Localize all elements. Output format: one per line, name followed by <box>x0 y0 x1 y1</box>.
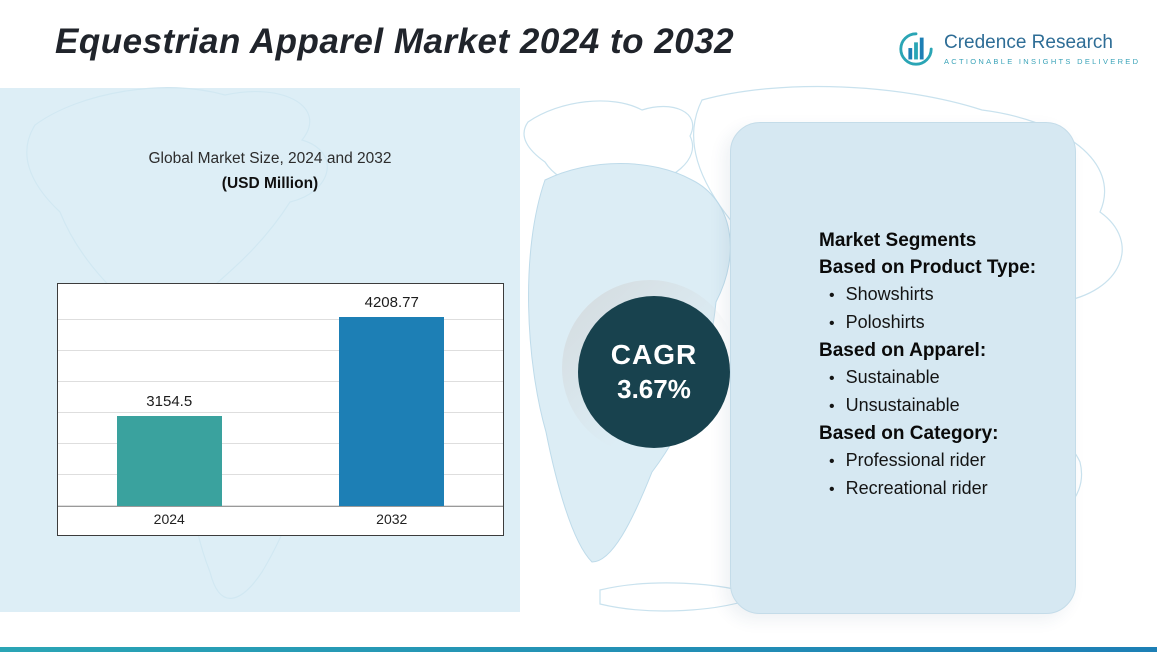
x-axis-tick-label: 2024 <box>153 511 185 527</box>
market-segments-list: Market Segments Based on Product Type: •… <box>819 227 1069 503</box>
segment-item: • Poloshirts <box>819 309 1069 337</box>
segment-item-label: Sustainable <box>845 367 940 387</box>
bullet-icon: • <box>829 398 835 415</box>
segment-item-label: Showshirts <box>845 284 934 304</box>
bar-chart-plot-area: 3154.5 4208.77 <box>58 290 503 507</box>
segment-item: • Showshirts <box>819 281 1069 309</box>
cagr-value: 3.67% <box>617 374 691 404</box>
page-title: Equestrian Apparel Market 2024 to 2032 <box>55 22 735 61</box>
cagr-badge: CAGR 3.67% <box>578 296 730 448</box>
segment-item-label: Unsustainable <box>845 395 960 415</box>
segment-item: • Professional rider <box>819 447 1069 475</box>
bullet-icon: • <box>829 287 835 304</box>
bullet-icon: • <box>829 453 835 470</box>
bullet-icon: • <box>829 315 835 332</box>
segments-title: Market Segments <box>819 230 977 251</box>
bar <box>339 317 445 506</box>
segment-heading-category: Based on Category: <box>819 423 999 444</box>
cagr-label: CAGR <box>610 339 698 370</box>
segment-item-label: Professional rider <box>845 450 986 470</box>
segment-heading-apparel: Based on Apparel: <box>819 340 987 361</box>
credence-logo-text: Credence Research ACTIONABLE INSIGHTS DE… <box>944 32 1140 66</box>
bullet-icon: • <box>829 370 835 387</box>
bar-chart: 3154.5 4208.77 2024 2032 <box>57 283 504 536</box>
segment-item: • Recreational rider <box>819 475 1069 503</box>
chart-title: Global Market Size, 2024 and 2032 <box>148 150 392 167</box>
segment-item: • Sustainable <box>819 364 1069 392</box>
bar-value-label: 4208.77 <box>364 294 419 312</box>
credence-logo: Credence Research ACTIONABLE INSIGHTS DE… <box>897 30 1140 68</box>
x-axis-tick-label: 2032 <box>376 511 408 527</box>
chart-title-block: Global Market Size, 2024 and 2032 (USD M… <box>40 150 500 193</box>
logo-tagline: ACTIONABLE INSIGHTS DELIVERED <box>944 57 1141 66</box>
segment-item-label: Poloshirts <box>845 312 925 332</box>
logo-name: Credence Research <box>944 32 1113 53</box>
segment-heading-product-type: Based on Product Type: <box>819 257 1037 278</box>
credence-logo-icon <box>899 32 933 66</box>
market-segments-panel: Market Segments Based on Product Type: •… <box>730 122 1076 614</box>
segment-item-label: Recreational rider <box>845 478 988 498</box>
bar <box>116 416 222 506</box>
bullet-icon: • <box>829 481 835 498</box>
segment-item: • Unsustainable <box>819 392 1069 420</box>
bar-chart-x-axis: 2024 2032 <box>58 511 503 533</box>
market-size-panel: Global Market Size, 2024 and 2032 (USD M… <box>0 88 520 612</box>
footer-accent-bar <box>0 647 1157 652</box>
bar-group-2024: 3154.5 <box>116 290 222 506</box>
bar-group-2032: 4208.77 <box>339 290 445 506</box>
chart-subtitle: (USD Million) <box>221 175 319 192</box>
bar-value-label: 3154.5 <box>146 393 193 411</box>
